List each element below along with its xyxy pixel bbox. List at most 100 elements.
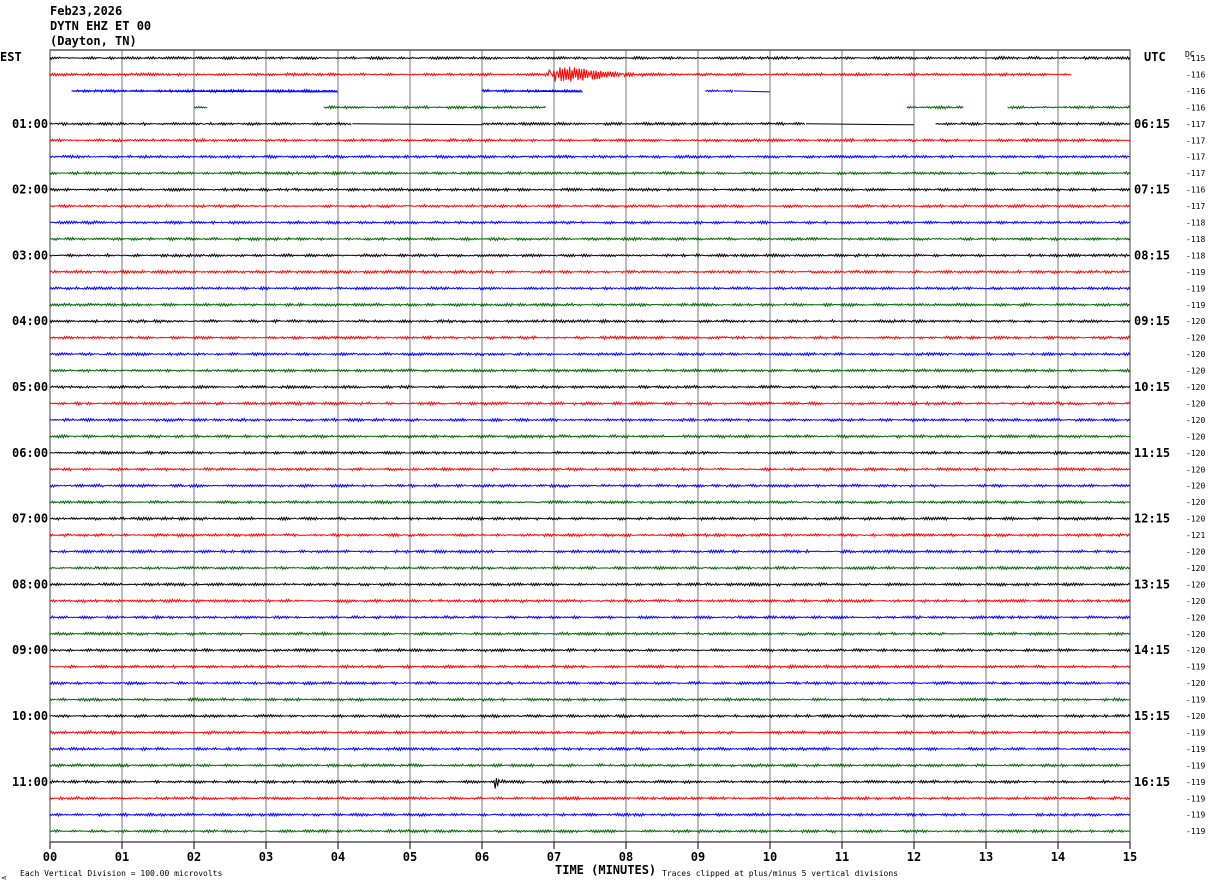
dc-offset-label: -120 <box>1186 465 1205 474</box>
label-layer: 00 01 02 03 04 05 06 07 08 09 10 11 12 13 14 15 -115 -116… <box>12 54 1205 864</box>
x-tick-label: 15 <box>1123 850 1137 864</box>
x-tick-label: 03 <box>259 850 273 864</box>
left-timezone-label: EST <box>0 50 22 64</box>
seismic-trace <box>49 680 1131 686</box>
seismic-trace <box>49 203 1131 209</box>
dc-offset-label: -120 <box>1186 630 1205 639</box>
utc-hour-label: 06:15 <box>1134 117 1170 131</box>
dc-offset-label: -119 <box>1186 794 1205 803</box>
dc-offset-label: -120 <box>1186 515 1205 524</box>
x-tick-label: 12 <box>907 850 921 864</box>
seismic-trace <box>50 67 1130 82</box>
seismic-trace <box>49 713 1131 719</box>
dc-offset-label: -120 <box>1186 334 1205 343</box>
dc-offset-label: -119 <box>1186 811 1205 820</box>
seismic-trace <box>49 598 1131 604</box>
seismic-trace <box>49 466 1131 472</box>
seismic-trace <box>49 285 1131 292</box>
seismic-trace <box>193 104 1131 111</box>
est-hour-label: 06:00 <box>12 446 48 460</box>
dc-offset-label: -115 <box>1186 54 1205 63</box>
dc-offset-label: -119 <box>1186 268 1205 277</box>
seismic-trace <box>49 417 1131 423</box>
dc-offset-label: -118 <box>1186 251 1205 260</box>
dc-offset-label: -119 <box>1186 728 1205 737</box>
est-hour-label: 05:00 <box>12 380 48 394</box>
dc-offset-label: -119 <box>1186 301 1205 310</box>
dc-offset-label: -119 <box>1186 778 1205 787</box>
seismic-trace <box>49 433 1131 440</box>
est-hour-label: 02:00 <box>12 183 48 197</box>
seismic-trace <box>49 384 1131 390</box>
corner-mark: ⋖ <box>1 874 7 882</box>
seismic-trace <box>49 318 1131 324</box>
x-tick-label: 02 <box>187 850 201 864</box>
seismic-trace <box>49 137 1131 143</box>
dc-offset-label: -120 <box>1186 498 1205 507</box>
seismic-trace <box>49 795 1131 801</box>
seismic-trace <box>49 186 1131 193</box>
dc-offset-label: -116 <box>1186 87 1205 96</box>
dc-offset-label: -120 <box>1186 679 1205 688</box>
gap-connector-line <box>352 123 483 126</box>
x-tick-label: 14 <box>1051 850 1065 864</box>
seismic-trace <box>49 482 1131 489</box>
est-hour-label: 04:00 <box>12 314 48 328</box>
x-axis-title: TIME (MINUTES) <box>555 863 656 877</box>
seismic-trace <box>49 581 1131 588</box>
plot-frame <box>49 49 1131 843</box>
dc-offset-label: -120 <box>1186 580 1205 589</box>
seismic-trace <box>49 548 1131 555</box>
dc-label: DC <box>1185 50 1195 59</box>
seismic-trace <box>49 746 1131 752</box>
clip-text: Traces clipped at plus/minus 5 vertical … <box>662 869 898 878</box>
utc-hour-label: 09:15 <box>1134 314 1170 328</box>
dc-offset-label: -120 <box>1186 564 1205 573</box>
est-hour-label: 09:00 <box>12 643 48 657</box>
utc-hour-label: 12:15 <box>1134 512 1170 526</box>
est-hour-label: 10:00 <box>12 709 48 723</box>
gap-connector-line <box>71 90 339 93</box>
dc-offset-label: -120 <box>1186 712 1205 721</box>
dc-offset-label: -117 <box>1186 169 1205 178</box>
dc-offset-label: -120 <box>1186 548 1205 557</box>
dc-offset-label: -119 <box>1186 745 1205 754</box>
seismic-trace <box>49 219 1131 226</box>
dc-offset-label: -120 <box>1186 383 1205 392</box>
seismic-trace <box>49 532 1131 538</box>
seismic-trace <box>49 450 1131 456</box>
dc-offset-label: -120 <box>1186 482 1205 491</box>
dc-offset-label: -120 <box>1186 613 1205 622</box>
seismic-trace <box>49 647 1131 653</box>
seismic-trace <box>49 335 1131 341</box>
x-tick-label: 09 <box>691 850 705 864</box>
seismic-trace <box>49 55 1131 61</box>
dc-offset-label: -116 <box>1186 70 1205 79</box>
seismic-trace <box>49 302 1130 308</box>
seismic-trace <box>49 236 1131 242</box>
dc-offset-label: -119 <box>1186 284 1205 293</box>
header-location: (Dayton, TN) <box>50 34 137 48</box>
seismic-trace <box>49 515 1131 522</box>
seismic-trace <box>49 828 1131 834</box>
seismic-trace <box>49 170 1131 176</box>
seismic-trace <box>49 778 1131 789</box>
utc-hour-label: 08:15 <box>1134 248 1170 262</box>
dc-offset-label: -119 <box>1186 663 1205 672</box>
utc-hour-label: 11:15 <box>1134 446 1170 460</box>
seismic-trace <box>49 153 1130 160</box>
utc-hour-label: 14:15 <box>1134 643 1170 657</box>
gap-connector-line <box>481 90 583 93</box>
dc-offset-label: -120 <box>1186 646 1205 655</box>
x-tick-label: 04 <box>331 850 345 864</box>
seismic-trace <box>49 252 1131 259</box>
dc-offset-label: -120 <box>1186 367 1205 376</box>
dc-offset-label: -119 <box>1186 761 1205 770</box>
seismic-trace <box>49 367 1131 374</box>
est-hour-label: 08:00 <box>12 577 48 591</box>
dc-offset-label: -120 <box>1186 350 1205 359</box>
x-tick-label: 06 <box>475 850 489 864</box>
dc-offset-label: -121 <box>1186 531 1205 540</box>
dc-offset-label: -117 <box>1186 153 1205 162</box>
